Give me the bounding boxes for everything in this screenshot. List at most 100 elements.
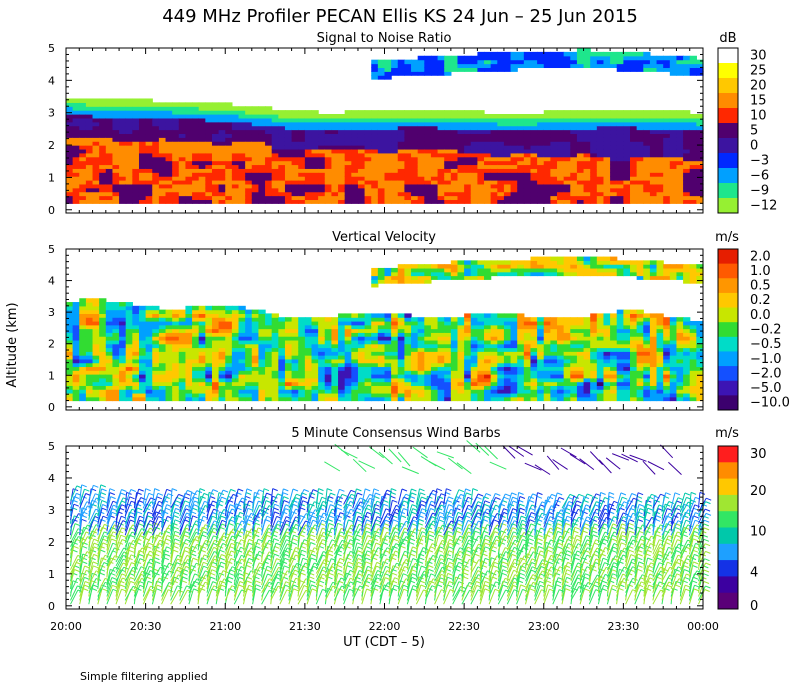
snr-cell — [357, 125, 366, 131]
vv-cell — [324, 336, 333, 341]
snr-cell — [404, 164, 412, 169]
snr-cell — [265, 125, 273, 131]
vv-cell — [457, 396, 465, 402]
vv-cell — [543, 271, 551, 277]
vv-cell — [278, 339, 286, 345]
vv-cell — [371, 279, 379, 284]
vv-cell — [265, 389, 273, 394]
vv-cell — [211, 362, 220, 368]
snr-cell — [185, 152, 193, 158]
snr-cell — [411, 117, 419, 123]
vv-cell — [457, 328, 465, 333]
snr-cell — [265, 152, 273, 158]
vv-cell — [583, 339, 591, 345]
snr-cell — [683, 145, 691, 150]
snr-cell — [656, 164, 664, 169]
snr-cell — [676, 137, 684, 142]
snr-cell — [683, 55, 691, 61]
snr-cell — [444, 117, 452, 123]
snr-cell — [211, 180, 220, 185]
vv-cell — [298, 381, 306, 386]
vv-cell — [145, 347, 153, 352]
snr-cell — [284, 180, 293, 185]
vv-cell — [477, 374, 485, 379]
vv-cell — [145, 374, 153, 379]
vv-cell — [563, 328, 571, 333]
snr-cell — [245, 145, 253, 150]
snr-cell — [537, 117, 545, 123]
snr-cell — [583, 63, 591, 69]
vv-cell — [537, 332, 545, 337]
vv-cell — [225, 305, 233, 311]
snr-cell — [225, 176, 233, 181]
vv-cell — [99, 381, 107, 386]
snr-cell — [676, 121, 684, 127]
vv-cell — [557, 339, 565, 345]
snr-cell — [557, 63, 565, 69]
snr-cell — [384, 164, 392, 169]
vv-cell — [132, 374, 140, 379]
snr-cell — [138, 114, 147, 119]
vv-cell — [377, 381, 386, 386]
snr-cell — [563, 180, 571, 185]
vv-cell — [477, 377, 485, 383]
snr-cell — [663, 180, 671, 185]
vv-cell — [291, 385, 299, 390]
snr-cell — [291, 199, 299, 204]
snr-cell — [198, 152, 206, 158]
vv-cell — [490, 336, 498, 341]
vv-cell — [152, 328, 160, 333]
snr-cell — [231, 125, 240, 131]
vv-cell — [391, 313, 399, 318]
snr-cell — [72, 106, 80, 111]
snr-cell — [543, 172, 551, 177]
snr-cell — [411, 137, 419, 142]
snr-cell — [251, 172, 260, 177]
vv-cell — [444, 366, 452, 371]
vv-cell — [517, 370, 525, 375]
snr-cell — [649, 137, 658, 142]
vv-cell — [464, 332, 472, 337]
snr-cell — [105, 187, 114, 193]
snr-cell — [696, 180, 704, 185]
snr-cell — [450, 160, 459, 166]
colorbar-label: 20 — [750, 79, 767, 94]
vv-cell — [72, 385, 80, 390]
vv-cell — [364, 324, 372, 330]
vv-cell — [543, 381, 551, 386]
vv-cell — [251, 336, 260, 341]
vv-cell — [364, 392, 372, 398]
snr-cell — [484, 199, 492, 204]
vv-cell — [79, 385, 87, 390]
colorbar-swatch — [718, 183, 738, 199]
vv-cell — [371, 355, 379, 360]
snr-cell — [503, 145, 512, 150]
snr-cell — [530, 187, 538, 193]
vv-cell — [517, 389, 525, 394]
snr-cell — [238, 141, 246, 146]
vv-cell — [563, 271, 571, 277]
snr-cell — [185, 187, 193, 193]
vv-cell — [490, 343, 498, 349]
snr-cell — [284, 199, 293, 204]
vv-cell — [610, 358, 618, 364]
vv-cell — [557, 336, 565, 341]
vv-cell — [265, 313, 273, 318]
vv-cell — [517, 336, 525, 341]
snr-cell — [437, 114, 445, 119]
vv-cell — [66, 317, 74, 322]
snr-cell — [338, 160, 346, 166]
snr-cell — [238, 106, 246, 111]
snr-cell — [623, 129, 631, 135]
vv-cell — [172, 332, 180, 337]
vv-cell — [112, 355, 120, 360]
vv-cell — [79, 392, 87, 398]
vv-cell — [576, 343, 585, 349]
vv-cell — [510, 313, 518, 318]
vv-cell — [404, 332, 412, 337]
vv-cell — [391, 275, 399, 280]
snr-cell — [603, 117, 611, 123]
snr-cell — [404, 110, 412, 115]
snr-cell — [218, 156, 226, 162]
snr-cell — [570, 125, 578, 131]
